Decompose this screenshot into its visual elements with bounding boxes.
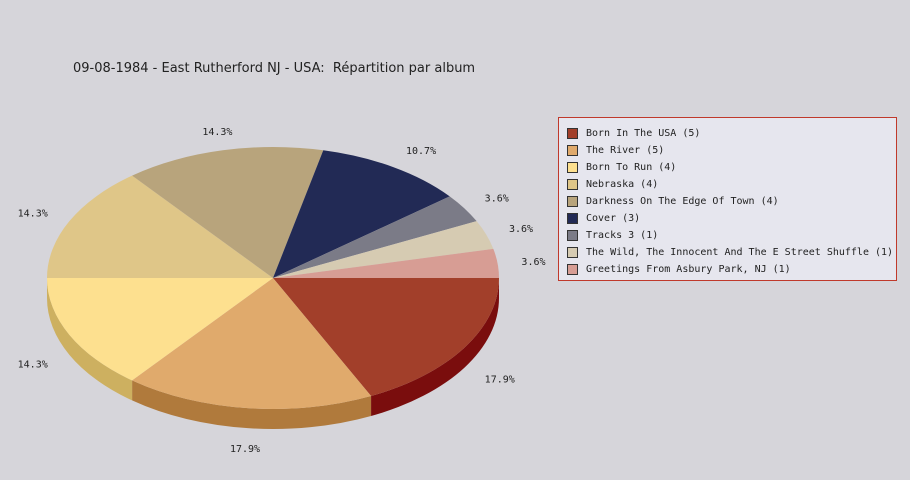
pie-slice bbox=[273, 278, 499, 397]
pie-slice bbox=[47, 175, 273, 278]
legend-item: Born To Run (4) bbox=[559, 159, 896, 176]
pie-slice bbox=[47, 278, 273, 381]
legend-item: Tracks 3 (1) bbox=[559, 227, 896, 244]
legend-swatch bbox=[567, 162, 578, 173]
slice-percent-label: 3.6% bbox=[521, 257, 545, 268]
slice-percent-label: 10.7% bbox=[406, 146, 436, 157]
legend: Born In The USA (5) The River (5) Born To … bbox=[558, 117, 897, 281]
legend-item: The Wild, The Innocent And The E Street … bbox=[559, 244, 896, 261]
pie-slice bbox=[273, 150, 450, 278]
pie-slice bbox=[132, 278, 372, 409]
legend-label: Darkness On The Edge Of Town (4) bbox=[586, 196, 779, 207]
legend-item: Born In The USA (5) bbox=[559, 125, 896, 142]
legend-label: Nebraska (4) bbox=[586, 179, 659, 190]
slice-percent-label: 14.3% bbox=[202, 127, 232, 138]
slice-percent-label: 14.3% bbox=[18, 208, 48, 219]
legend-swatch bbox=[567, 196, 578, 207]
pie-slice-side bbox=[47, 278, 133, 401]
pie-slice bbox=[273, 196, 477, 278]
legend-label: Born To Run (4) bbox=[586, 162, 677, 173]
legend-swatch bbox=[567, 247, 578, 258]
slice-percent-label: 17.9% bbox=[230, 444, 260, 455]
slice-percent-label: 17.9% bbox=[485, 374, 515, 385]
legend-label: Cover (3) bbox=[586, 213, 641, 224]
slice-percent-label: 14.3% bbox=[18, 360, 48, 371]
legend-label: Born In The USA (5) bbox=[586, 128, 701, 139]
legend-item: Nebraska (4) bbox=[559, 176, 896, 193]
slice-percent-label: 3.6% bbox=[509, 224, 533, 235]
pie-slice-side bbox=[132, 380, 372, 429]
slice-percent-label: 3.6% bbox=[485, 194, 509, 205]
chart-title: 09-08-1984 - East Rutherford NJ - USA: R… bbox=[73, 61, 476, 76]
legend-swatch bbox=[567, 179, 578, 190]
legend-swatch bbox=[567, 230, 578, 241]
pie-slice-side bbox=[371, 278, 499, 417]
legend-label: The River (5) bbox=[586, 145, 665, 156]
pie-slice bbox=[273, 221, 494, 278]
pie-slice bbox=[273, 248, 499, 278]
legend-swatch bbox=[567, 264, 578, 275]
legend-label: Tracks 3 (1) bbox=[586, 230, 659, 241]
legend-item: Greetings From Asbury Park, NJ (1) bbox=[559, 261, 896, 278]
legend-item: Darkness On The Edge Of Town (4) bbox=[559, 193, 896, 210]
legend-item: Cover (3) bbox=[559, 210, 896, 227]
legend-label: Greetings From Asbury Park, NJ (1) bbox=[586, 264, 791, 275]
pie-slice bbox=[132, 147, 324, 278]
legend-label: The Wild, The Innocent And The E Street … bbox=[586, 247, 894, 258]
legend-swatch bbox=[567, 128, 578, 139]
legend-swatch bbox=[567, 213, 578, 224]
legend-swatch bbox=[567, 145, 578, 156]
legend-item: The River (5) bbox=[559, 142, 896, 159]
